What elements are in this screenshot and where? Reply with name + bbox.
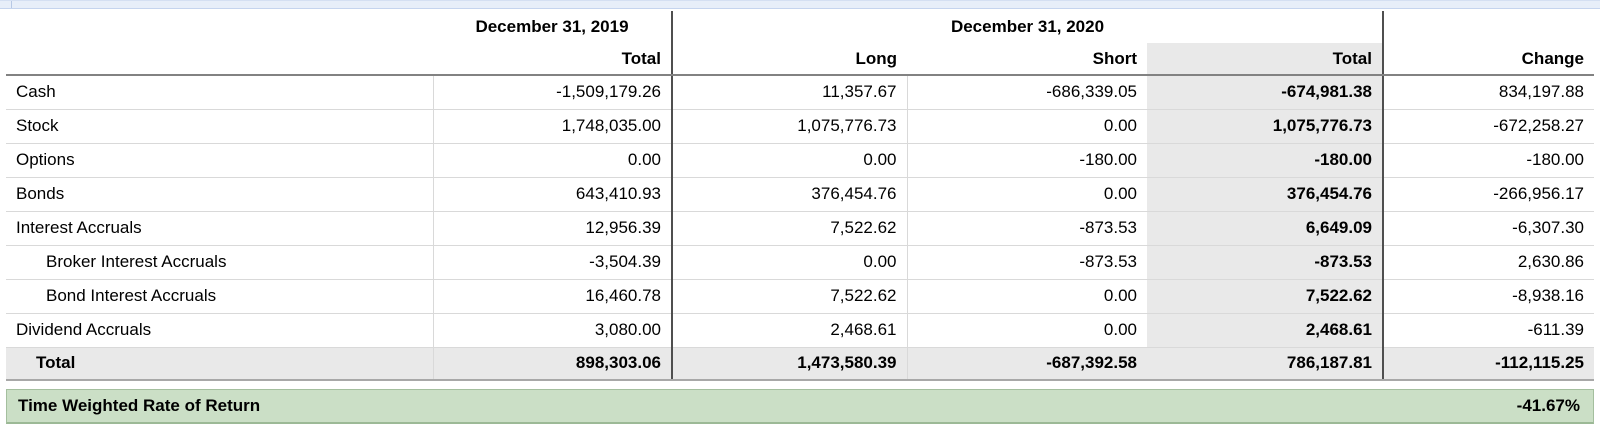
cell-change: -266,956.17 (1383, 177, 1594, 212)
cell-short: -686,339.05 (907, 75, 1147, 110)
cell-short: 0.00 (907, 109, 1147, 144)
cell-short: 0.00 (907, 177, 1147, 212)
cell-change: -672,258.27 (1383, 109, 1594, 144)
column-header-change: Change (1383, 43, 1594, 76)
period-2020-header: December 31, 2020 (672, 11, 1384, 43)
table-row: Cash -1,509,179.26 11,357.67 -686,339.05 -67… (6, 75, 1594, 110)
cell-long: 7,522.62 (672, 279, 908, 314)
cell-total-2019: -3,504.39 (433, 245, 673, 280)
cell-short: 0.00 (907, 313, 1147, 348)
column-header-total-2019: Total (433, 43, 673, 76)
statement-region: December 31, 2019 December 31, 2020 Tota… (0, 0, 1600, 424)
table-row: Options 0.00 0.00 -180.00 -180.00 -180.00 (6, 143, 1594, 178)
table-footer: Total 898,303.06 1,473,580.39 -687,392.5… (6, 347, 1594, 381)
header-spacer (1383, 11, 1594, 43)
period-2019-header: December 31, 2019 (433, 11, 673, 43)
cell-total-2020: 2,468.61 (1147, 313, 1384, 348)
cell-long: 1,075,776.73 (672, 109, 908, 144)
header-spacer (6, 11, 433, 43)
cell-total-2019: 0.00 (433, 143, 673, 178)
row-label: Cash (6, 75, 434, 110)
twrr-value: -41.67% (1516, 396, 1580, 415)
cell-long: 376,454.76 (672, 177, 908, 212)
table-row: Broker Interest Accruals -3,504.39 0.00 -87… (6, 245, 1594, 280)
cell-change: 2,630.86 (1383, 245, 1594, 280)
header-spacer (6, 43, 433, 76)
column-header-long: Long (672, 43, 907, 76)
total-row: Total 898,303.06 1,473,580.39 -687,392.5… (6, 347, 1594, 381)
period-header-row: December 31, 2019 December 31, 2020 (6, 11, 1594, 43)
row-label: Bond Interest Accruals (6, 279, 434, 314)
row-label: Interest Accruals (6, 211, 434, 246)
cell-total-2019: 12,956.39 (433, 211, 673, 246)
cell-total-2019: 1,748,035.00 (433, 109, 673, 144)
cell-short: 0.00 (907, 279, 1147, 314)
cell-total-2019: 16,460.78 (433, 279, 673, 314)
time-weighted-rate-of-return-bar: Time Weighted Rate of Return -41.67% (6, 389, 1594, 424)
cell-long: 7,522.62 (672, 211, 908, 246)
total-cell-total-2019: 898,303.06 (433, 347, 673, 381)
table-header: December 31, 2019 December 31, 2020 Tota… (6, 11, 1594, 76)
cell-total-2020: -873.53 (1147, 245, 1384, 280)
twrr-label: Time Weighted Rate of Return (18, 396, 261, 415)
column-header-short: Short (907, 43, 1147, 76)
cell-total-2020: 376,454.76 (1147, 177, 1384, 212)
row-label: Dividend Accruals (6, 313, 434, 348)
total-row-label: Total (6, 347, 434, 381)
cell-total-2020: -180.00 (1147, 143, 1384, 178)
net-asset-value-table: December 31, 2019 December 31, 2020 Tota… (6, 11, 1594, 381)
cell-change: -180.00 (1383, 143, 1594, 178)
cell-change: -611.39 (1383, 313, 1594, 348)
cell-long: 2,468.61 (672, 313, 908, 348)
cell-long: 0.00 (672, 143, 908, 178)
cell-short: -873.53 (907, 211, 1147, 246)
app-chrome-strip (0, 0, 1600, 9)
total-cell-long: 1,473,580.39 (672, 347, 908, 381)
cell-total-2019: -1,509,179.26 (433, 75, 673, 110)
cell-total-2019: 643,410.93 (433, 177, 673, 212)
table-row: Stock 1,748,035.00 1,075,776.73 0.00 1,075,7… (6, 109, 1594, 144)
cell-total-2020: 1,075,776.73 (1147, 109, 1384, 144)
table-row: Bonds 643,410.93 376,454.76 0.00 376,454.76-… (6, 177, 1594, 212)
column-header-row: Total Long Short Total Change (6, 43, 1594, 76)
cell-change: -8,938.16 (1383, 279, 1594, 314)
cell-change: -6,307.30 (1383, 211, 1594, 246)
cell-short: -873.53 (907, 245, 1147, 280)
table-row: Bond Interest Accruals 16,460.78 7,522.62 0… (6, 279, 1594, 314)
column-header-total-2020: Total (1147, 43, 1384, 76)
cell-long: 11,357.67 (672, 75, 908, 110)
cell-long: 0.00 (672, 245, 908, 280)
total-cell-total-2020: 786,187.81 (1147, 347, 1384, 381)
total-cell-short: -687,392.58 (907, 347, 1147, 381)
table-body: Cash -1,509,179.26 11,357.67 -686,339.05 -67… (6, 75, 1594, 348)
strip-divider (11, 1, 12, 8)
cell-total-2020: 7,522.62 (1147, 279, 1384, 314)
table-row: Dividend Accruals 3,080.00 2,468.61 0.00 2,4… (6, 313, 1594, 348)
row-label: Bonds (6, 177, 434, 212)
total-cell-change: -112,115.25 (1383, 347, 1594, 381)
row-label: Stock (6, 109, 434, 144)
cell-total-2020: -674,981.38 (1147, 75, 1384, 110)
row-label: Broker Interest Accruals (6, 245, 434, 280)
row-label: Options (6, 143, 434, 178)
cell-change: 834,197.88 (1383, 75, 1594, 110)
cell-total-2020: 6,649.09 (1147, 211, 1384, 246)
table-row: Interest Accruals 12,956.39 7,522.62 -873.5… (6, 211, 1594, 246)
cell-short: -180.00 (907, 143, 1147, 178)
cell-total-2019: 3,080.00 (433, 313, 673, 348)
